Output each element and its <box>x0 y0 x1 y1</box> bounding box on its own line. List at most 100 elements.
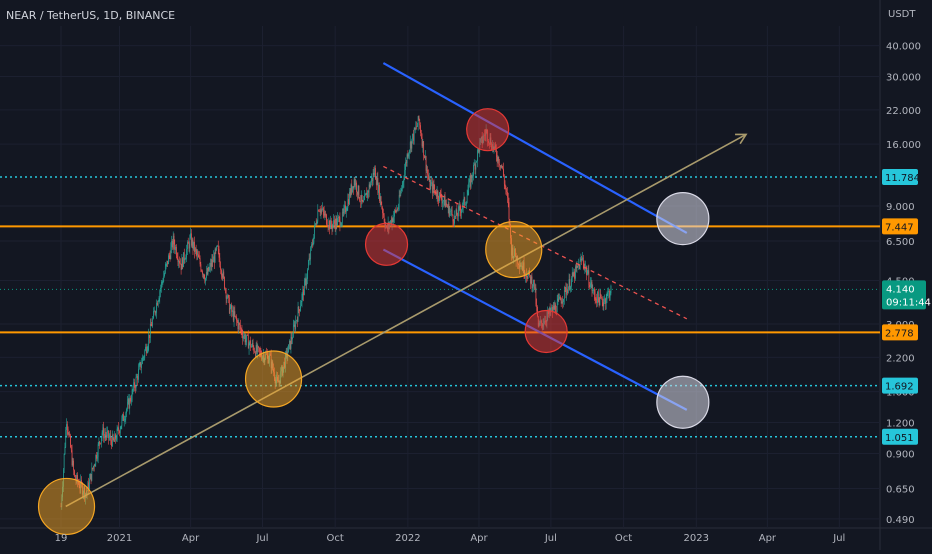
countdown-label: 09:11:44 <box>886 297 931 308</box>
candle-body <box>240 324 241 329</box>
candle-body <box>106 432 108 437</box>
candle-body <box>383 213 384 216</box>
candle-body <box>454 215 455 224</box>
candle-body <box>179 261 180 264</box>
candle-body <box>191 239 193 246</box>
y-tick-label: 9.000 <box>886 202 915 213</box>
candle-body <box>473 165 474 177</box>
candle-body <box>235 315 236 317</box>
candle-body <box>340 225 342 227</box>
candle-body <box>258 346 259 348</box>
candle-body <box>407 154 409 157</box>
candle-body <box>379 185 380 201</box>
candle-body <box>425 156 427 171</box>
candle-body <box>564 287 566 289</box>
candle-body <box>65 430 67 447</box>
candle-body <box>198 254 199 258</box>
candle-body <box>251 345 252 348</box>
candle-body <box>67 429 69 435</box>
candle-body <box>125 413 127 420</box>
candle-body <box>139 362 141 366</box>
candle-body <box>185 257 187 260</box>
candle-body <box>390 220 392 225</box>
trendline-long-term-arrow <box>65 133 747 508</box>
candle-body <box>558 298 560 300</box>
candle-body <box>450 210 451 212</box>
time-axis[interactable]: 19 2021 Apr Jul Oct 2022 Apr Jul Oct 2023 Apr Jul <box>55 533 846 544</box>
candle-body <box>214 249 216 263</box>
candle-body <box>334 223 336 230</box>
symbol-header[interactable]: NEAR / TetherUS, 1D, BINANCE <box>6 9 176 22</box>
candle-body <box>477 148 479 151</box>
candle-body <box>73 460 74 471</box>
candle-body <box>192 239 194 249</box>
candle-body <box>146 350 148 353</box>
candle-body <box>158 298 160 302</box>
candle-body <box>74 470 75 476</box>
candle-body <box>595 299 597 300</box>
candle-body <box>88 482 90 489</box>
candle-body <box>534 287 536 289</box>
level-price-tag-label: 11.784 <box>885 173 920 184</box>
candle-body <box>382 207 383 214</box>
candle-body <box>448 203 450 216</box>
candle-body <box>307 269 308 279</box>
candle-body <box>437 191 439 199</box>
candle-body <box>244 334 246 343</box>
candle-body <box>118 427 120 431</box>
candle-body <box>366 192 368 198</box>
candle-body <box>398 195 400 208</box>
candle-body <box>102 427 104 433</box>
candle-body <box>338 217 340 218</box>
candle-body <box>415 126 417 130</box>
candle-body <box>236 316 237 321</box>
candle-body <box>308 258 310 265</box>
candle-body <box>101 432 103 438</box>
candle-body <box>413 133 414 141</box>
candle-body <box>191 233 192 246</box>
candle-body <box>117 427 119 429</box>
candle-body <box>147 345 149 351</box>
candle-body <box>498 156 500 165</box>
candle-body <box>371 177 372 183</box>
candle-body <box>367 190 368 198</box>
y-tick-label: 30.000 <box>886 73 921 84</box>
candle-body <box>476 161 477 162</box>
candle-body <box>144 350 146 357</box>
x-tick-label: 19 <box>55 533 68 544</box>
candle-body <box>169 255 171 259</box>
candle-body <box>228 295 229 298</box>
candle-body <box>189 238 191 249</box>
candle-body <box>165 264 167 267</box>
candle-body <box>372 172 374 181</box>
highlight-circle <box>244 350 303 408</box>
candle-body <box>252 343 254 347</box>
candle-body <box>552 305 554 312</box>
candle-body <box>576 265 578 269</box>
candle-body <box>345 205 346 213</box>
highlight-circles <box>37 108 710 536</box>
y-tick-label: 22.000 <box>886 106 921 117</box>
candle-body <box>375 179 377 185</box>
candle-body <box>327 226 329 227</box>
candle-body <box>130 397 131 402</box>
candle-body <box>314 225 315 235</box>
candle-body <box>232 310 233 312</box>
candle-body <box>63 453 65 470</box>
candle-body <box>248 343 250 349</box>
candle-body <box>330 220 332 226</box>
candle-body <box>604 298 605 302</box>
x-tick-label: 2023 <box>684 533 709 544</box>
candle-body <box>194 241 195 252</box>
candle-body <box>156 302 157 313</box>
candle-body <box>560 296 561 301</box>
candle-body <box>96 456 98 459</box>
candle-body <box>66 424 67 431</box>
candle-body <box>297 306 299 322</box>
candle-body <box>179 263 181 265</box>
candle-body <box>451 209 453 215</box>
candle-body <box>569 279 571 290</box>
candle-body <box>228 297 230 314</box>
